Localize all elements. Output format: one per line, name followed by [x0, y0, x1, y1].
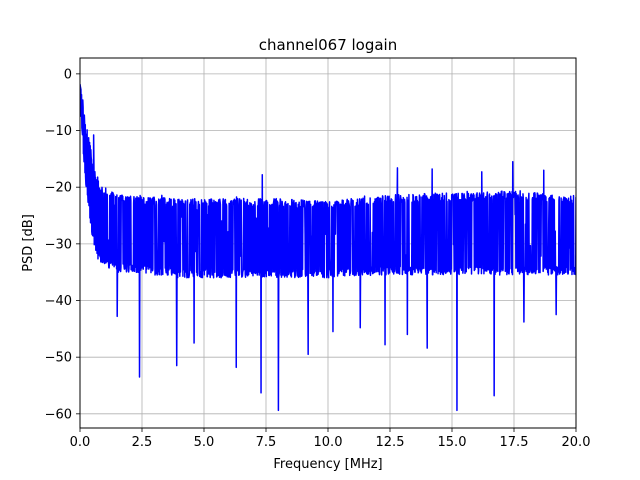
axis-ticks: 0.0 2.5 5.0 7.5 10.0 12.5 15.0 17.5 20.0 0 −10 −20 −…: [45, 67, 591, 450]
x-tick-label: 15.0: [438, 435, 467, 450]
y-tick-label: −20: [45, 181, 72, 196]
x-tick-label: 5.0: [194, 435, 215, 450]
x-tick-label: 2.5: [132, 435, 153, 450]
series-layer: [80, 83, 576, 412]
x-tick-label: 17.5: [500, 435, 529, 450]
y-tick-label: −40: [45, 294, 72, 309]
y-tick-label: −60: [45, 407, 72, 422]
y-tick-label: −50: [45, 351, 72, 366]
x-tick-label: 7.5: [256, 435, 277, 450]
x-tick-label: 20.0: [562, 435, 591, 450]
y-tick-label: −30: [45, 237, 72, 252]
chart-title: channel067 logain: [259, 36, 398, 54]
psd-series-line: [80, 83, 576, 412]
y-tick-label: −10: [45, 124, 72, 139]
x-tick-label: 12.5: [376, 435, 405, 450]
y-axis-label: PSD [dB]: [21, 214, 36, 272]
x-tick-label: 10.0: [314, 435, 343, 450]
y-tick-label: 0: [64, 67, 72, 82]
x-axis-label: Frequency [MHz]: [273, 457, 382, 472]
x-tick-label: 0.0: [70, 435, 91, 450]
